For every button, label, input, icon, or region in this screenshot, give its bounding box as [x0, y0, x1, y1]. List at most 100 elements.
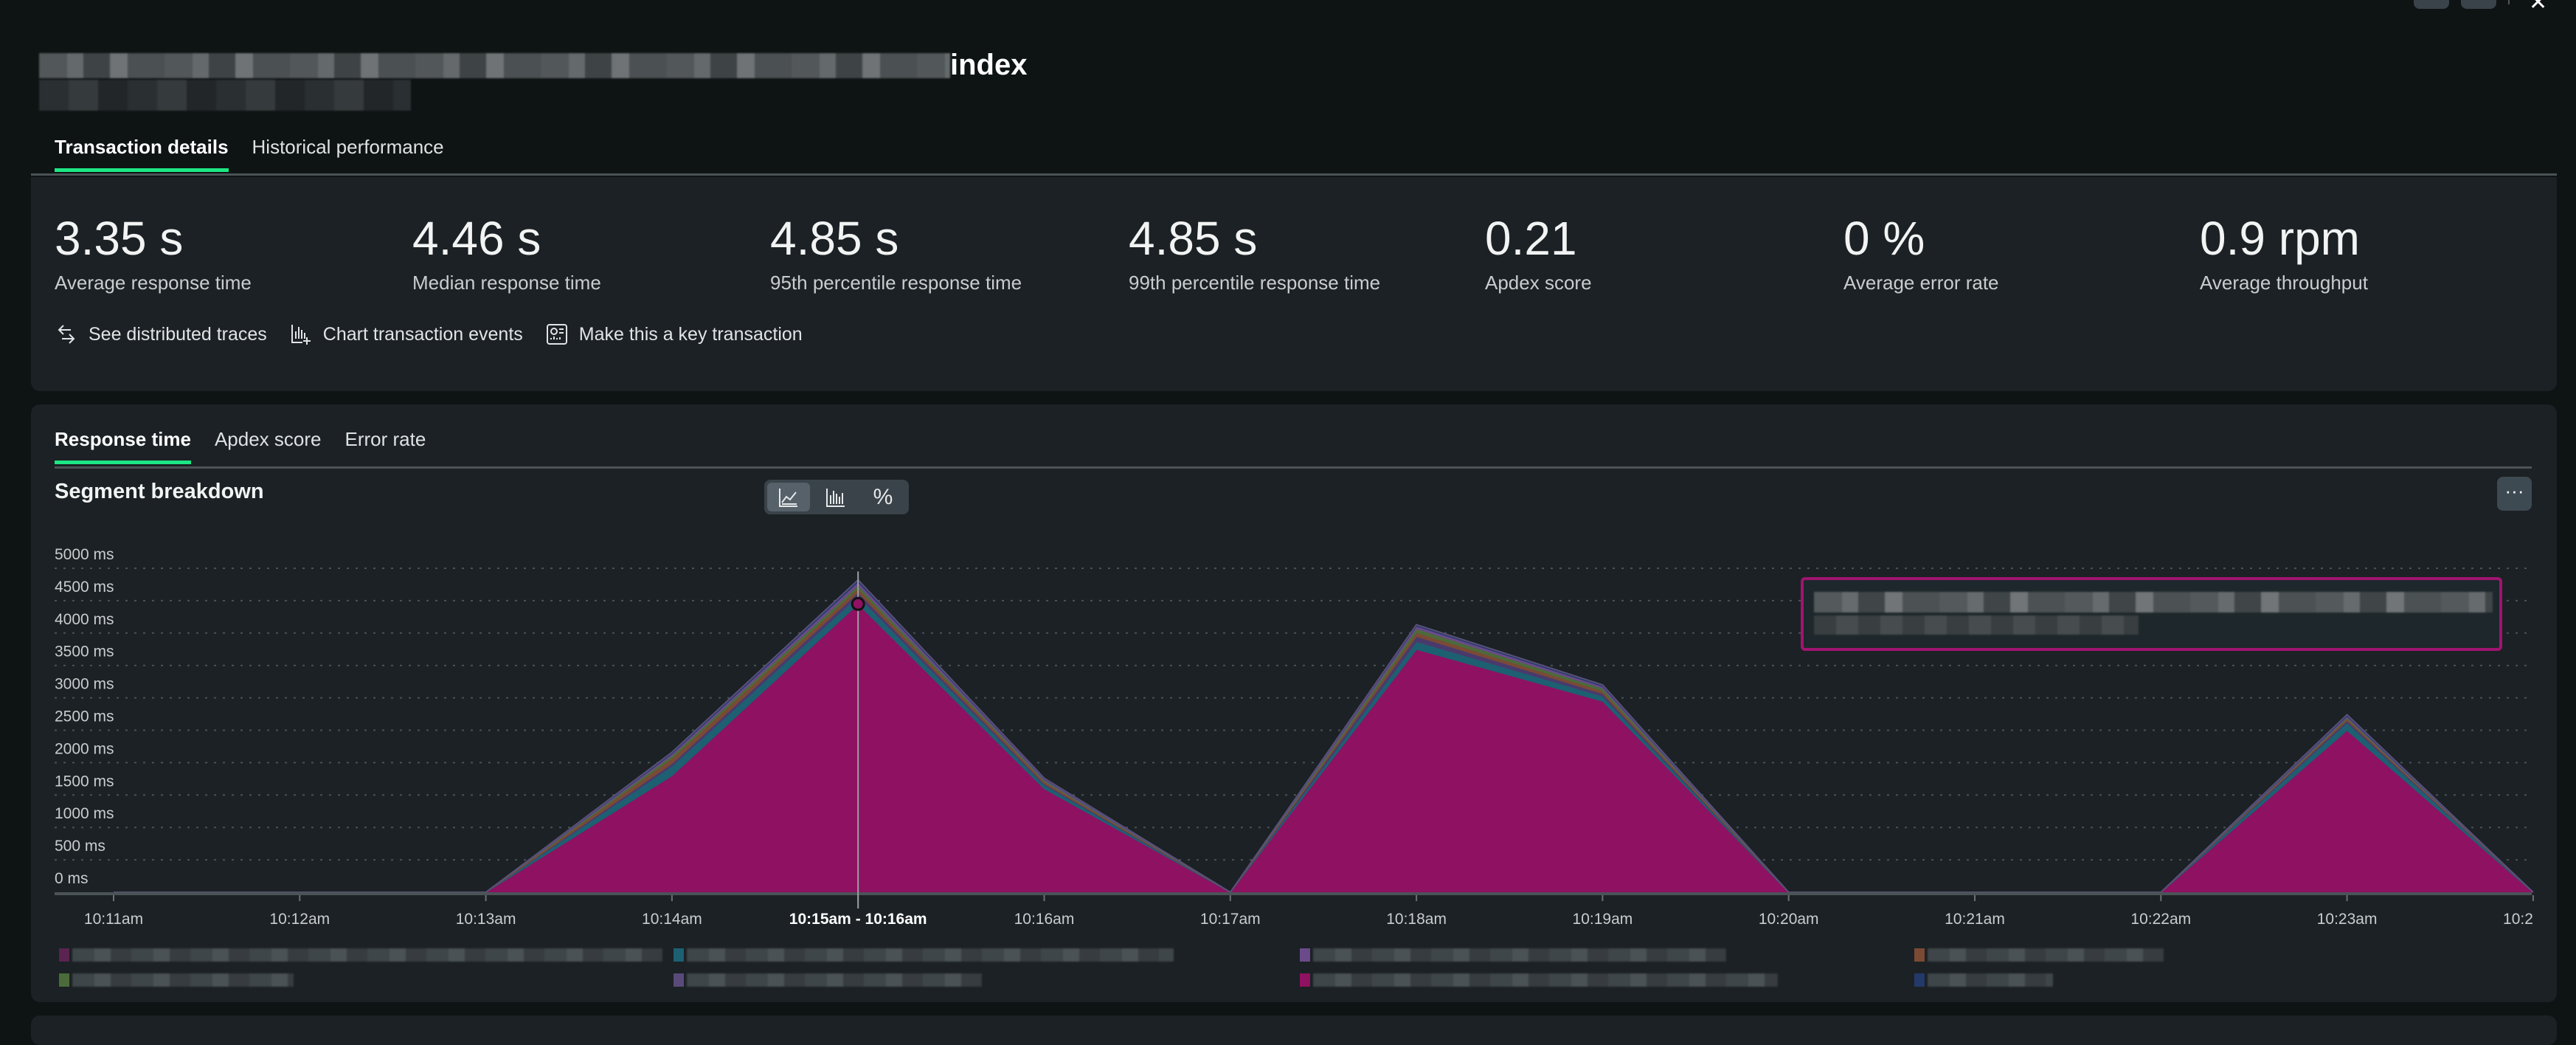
chart-type-toggle: % — [764, 480, 909, 514]
chart-transaction-events-link[interactable]: Chart transaction events — [289, 323, 523, 346]
title-redacted-line2 — [39, 80, 411, 111]
metric-value: 0 % — [1843, 212, 1925, 265]
bar-chart-button[interactable] — [814, 483, 857, 511]
legend-label-redacted — [687, 973, 982, 987]
metric-value: 0.9 rpm — [2200, 212, 2360, 265]
y-tick-label: 1500 ms — [55, 773, 114, 790]
x-tick-label: 10:18am — [1386, 911, 1447, 928]
more-options-button[interactable]: ··· — [2497, 477, 2532, 511]
legend-item[interactable] — [1300, 948, 1726, 962]
legend-swatch — [1300, 948, 1310, 962]
metric-label: Apdex score — [1485, 272, 1592, 294]
legend-item[interactable] — [674, 973, 982, 987]
x-tick-label: 10:14am — [642, 911, 702, 928]
metric-value: 3.35 s — [55, 212, 184, 265]
tabs-divider — [31, 173, 2557, 176]
close-icon[interactable]: ✕ — [2529, 0, 2548, 15]
segment-breakdown-chart: 0 ms 500 ms 1000 ms 1500 ms 2000 ms 2500 ms 30… — [55, 546, 2563, 928]
bar-chart-add-icon — [291, 325, 311, 345]
chart-tooltip — [1801, 577, 2502, 651]
bar-chart-icon — [826, 488, 845, 507]
metric-value: 4.85 s — [770, 212, 899, 265]
metric-label: Median response time — [412, 272, 601, 294]
x-tick-label: 10:21am — [1945, 911, 2005, 928]
page-title: index — [950, 49, 1028, 81]
legend-swatch — [59, 973, 69, 987]
chart-tabs: Response time Apdex score Error rate — [55, 428, 426, 464]
tooltip-content-redacted — [1814, 615, 2139, 635]
x-tick-label: 10:23am — [2317, 911, 2378, 928]
title-redacted — [39, 53, 950, 78]
x-tick-label: 10:16am — [1014, 911, 1075, 928]
y-tick-label: 1000 ms — [55, 805, 114, 822]
area-chart-icon — [779, 488, 797, 507]
metric-4: 0.21 Apdex score — [1485, 214, 1592, 294]
x-tick-label: 10:12am — [269, 911, 330, 928]
tab-apdex-score[interactable]: Apdex score — [214, 428, 322, 450]
chart-title: Segment breakdown — [55, 480, 264, 503]
metric-6: 0.9 rpm Average throughput — [2200, 214, 2368, 294]
arrows-exchange-icon — [58, 325, 75, 344]
y-tick-label: 0 ms — [55, 870, 89, 887]
legend-label-redacted — [1313, 973, 1778, 987]
legend-item[interactable] — [1300, 973, 1778, 987]
main-tabs: Transaction details Historical performan… — [55, 136, 444, 172]
x-tick-label: 10:19am — [1573, 911, 1633, 928]
legend-item[interactable] — [1914, 948, 2164, 962]
y-tick-label: 2000 ms — [55, 740, 114, 757]
percent-icon: % — [873, 484, 893, 509]
legend-label-redacted — [72, 948, 662, 962]
y-tick-label: 2500 ms — [55, 708, 114, 725]
legend-swatch — [59, 948, 69, 962]
legend-label-redacted — [1928, 948, 2164, 962]
metric-2: 4.85 s 95th percentile response time — [770, 214, 1022, 294]
y-tick-label: 4500 ms — [55, 579, 114, 596]
x-tick-label: 10:20am — [1759, 911, 1819, 928]
x-tick-label: 10:22am — [2130, 911, 2191, 928]
refresh-button[interactable] — [2461, 0, 2496, 9]
action-links: See distributed traces Chart transaction… — [55, 323, 803, 346]
divider — [2508, 0, 2510, 4]
edit-button[interactable] — [2414, 0, 2449, 9]
legend-swatch — [674, 973, 684, 987]
percent-button[interactable]: % — [862, 483, 904, 511]
x-tick-label: 10:11am — [84, 911, 143, 928]
tab-error-rate[interactable]: Error rate — [344, 428, 426, 450]
key-transaction-icon — [546, 324, 567, 345]
x-tick-label: 10:17am — [1200, 911, 1261, 928]
legend-item[interactable] — [59, 948, 662, 962]
legend-swatch — [1300, 973, 1310, 987]
legend-swatch — [1914, 973, 1925, 987]
metric-label: Average response time — [55, 272, 252, 294]
area-chart-button[interactable] — [767, 483, 810, 511]
make-key-transaction-link[interactable]: Make this a key transaction — [545, 323, 803, 346]
legend-label-redacted — [1313, 948, 1726, 962]
y-tick-label: 3500 ms — [55, 644, 114, 661]
legend-item[interactable] — [1914, 973, 2053, 987]
see-distributed-traces-link[interactable]: See distributed traces — [55, 323, 267, 346]
tab-transaction-details[interactable]: Transaction details — [55, 136, 229, 172]
y-tick-label: 3000 ms — [55, 676, 114, 693]
hover-x-label: 10:15am - 10:16am — [789, 911, 927, 928]
chart-tabs-divider — [55, 466, 2532, 469]
metric-value: 4.46 s — [412, 212, 541, 265]
metric-value: 0.21 — [1485, 212, 1577, 265]
metric-label: 99th percentile response time — [1129, 272, 1381, 294]
y-tick-label: 500 ms — [55, 838, 105, 855]
action-label: Make this a key transaction — [578, 323, 803, 345]
x-tick-label: 10:24am — [2503, 911, 2563, 928]
y-tick-label: 5000 ms — [55, 546, 114, 563]
metric-value: 4.85 s — [1129, 212, 1258, 265]
legend-label-redacted — [72, 973, 294, 987]
metric-3: 4.85 s 99th percentile response time — [1129, 214, 1380, 294]
metric-label: Average error rate — [1843, 272, 1999, 294]
metric-label: 95th percentile response time — [770, 272, 1022, 294]
tab-historical-performance[interactable]: Historical performance — [252, 136, 444, 158]
metric-0: 3.35 s Average response time — [55, 214, 252, 294]
legend-item[interactable] — [59, 973, 294, 987]
tooltip-content-redacted — [1814, 592, 2493, 613]
y-tick-label: 4000 ms — [55, 611, 114, 628]
legend-item[interactable] — [674, 948, 1174, 962]
legend-label-redacted — [687, 948, 1174, 962]
tab-response-time[interactable]: Response time — [55, 428, 191, 464]
